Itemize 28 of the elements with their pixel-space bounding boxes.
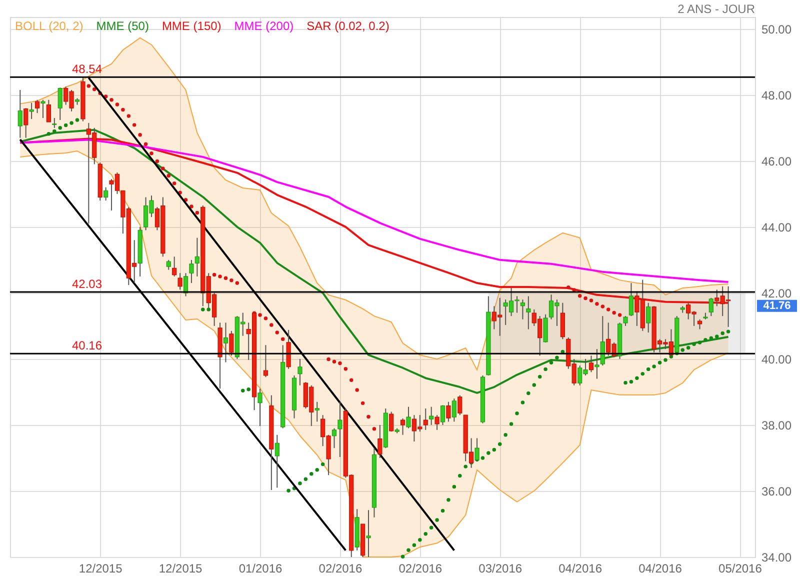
x-tick-label: 01/2016 — [238, 562, 283, 576]
x-tick-label: 04/2016 — [558, 562, 602, 576]
y-tick-label: 50.00 — [762, 22, 792, 36]
text: MME (200) — [234, 19, 294, 33]
ref-line-label: 48.54 — [72, 62, 102, 76]
text: 41.76 — [763, 300, 791, 312]
y-tick-label: 48.00 — [762, 88, 792, 102]
y-tick-label: 38.00 — [762, 418, 792, 432]
text: BOLL (20, 2) — [15, 19, 84, 33]
x-tick-label: 03/2016 — [478, 562, 522, 576]
x-tick-label: 04/2016 — [638, 562, 682, 576]
y-tick-label: 36.00 — [762, 484, 792, 498]
ref-line-label: 40.16 — [72, 338, 102, 353]
y-tick-label: 42.00 — [762, 286, 792, 300]
x-tick-label: 02/2016 — [318, 562, 362, 576]
text: MME (150) — [162, 19, 222, 33]
y-tick-label: 34.00 — [762, 550, 792, 564]
text: SAR (0.02, 0.2) — [306, 19, 390, 33]
chart-subtitle: 2 ANS - JOUR — [678, 2, 755, 16]
y-tick-label: 44.00 — [762, 220, 792, 234]
x-tick-label: 05/2016 — [718, 562, 762, 576]
y-tick-label: 40.00 — [762, 352, 792, 366]
ref-line-label: 42.03 — [72, 276, 102, 291]
x-tick-label: 12/2015 — [78, 562, 123, 576]
y-tick-label: 46.00 — [762, 154, 792, 168]
text: MME (50) — [96, 19, 149, 33]
x-tick-label: 12/2015 — [158, 562, 203, 576]
x-tick-label: 02/2016 — [398, 562, 442, 576]
